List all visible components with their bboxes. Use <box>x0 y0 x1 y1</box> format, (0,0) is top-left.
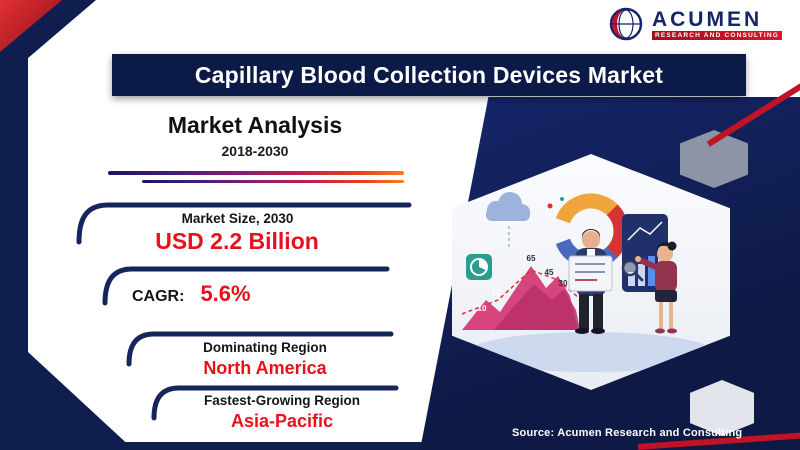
bracket-dominating-region <box>126 331 394 367</box>
analysis-heading: Market Analysis <box>167 112 343 138</box>
magnifier-icon <box>621 259 644 282</box>
logo-text: ACUMEN RESEARCH AND CONSULTING <box>651 7 782 40</box>
title-banner: Capillary Blood Collection Devices Marke… <box>112 54 746 96</box>
chart-value-20: 20 <box>492 288 501 297</box>
chart-value-30: 30 <box>559 279 568 288</box>
globe-icon <box>609 7 643 41</box>
logo-name: ACUMEN <box>651 7 763 31</box>
analysis-period: 2018-2030 <box>221 143 289 159</box>
water-base <box>469 332 713 372</box>
hexagon-small-bottom <box>690 380 754 436</box>
businesswoman <box>635 241 677 334</box>
chart-value-65: 65 <box>527 254 536 263</box>
cloud-icon <box>486 192 530 250</box>
analytics-illustration: 10 20 65 45 30 <box>461 192 713 372</box>
area-chart: 10 20 65 45 30 <box>461 254 587 330</box>
bracket-market-size <box>76 202 412 245</box>
fastest-region-value: Asia-Pacific <box>230 411 334 431</box>
hexagon-illustration: 10 20 65 45 30 <box>452 154 730 390</box>
chart-value-45: 45 <box>545 268 554 277</box>
page-title: Capillary Blood Collection Devices Marke… <box>194 61 664 88</box>
source-credit: Source: Acumen Research and Consulting <box>512 427 743 439</box>
cagr-value: 5.6% <box>200 281 251 306</box>
cagr-label: CAGR: <box>132 288 185 305</box>
bottom-left-navy-accent <box>28 352 134 450</box>
clipboard <box>568 255 613 292</box>
cagr-row: CAGR: 5.6% <box>132 281 251 307</box>
logo-tagline: RESEARCH AND CONSULTING <box>651 30 782 40</box>
dominating-region-label: Dominating Region <box>203 340 327 355</box>
bracket-cagr <box>102 266 390 306</box>
gradient-divider-2 <box>142 180 404 183</box>
fastest-region-label: Fastest-Growing Region <box>203 393 360 408</box>
acumen-logo: ACUMEN RESEARCH AND CONSULTING <box>607 5 782 43</box>
market-size-label: Market Size, 2030 <box>181 211 294 226</box>
bracket-fastest-region <box>151 385 399 421</box>
gradient-divider-1 <box>108 171 404 175</box>
chart-value-10: 10 <box>478 304 487 313</box>
dominating-region-value: North America <box>203 358 327 378</box>
bottom-border-strip <box>0 442 800 450</box>
market-size-value: USD 2.2 Billion <box>155 228 319 254</box>
pie-tile-icon <box>466 254 492 280</box>
dot-teal <box>560 197 564 201</box>
dot-red <box>547 203 553 209</box>
